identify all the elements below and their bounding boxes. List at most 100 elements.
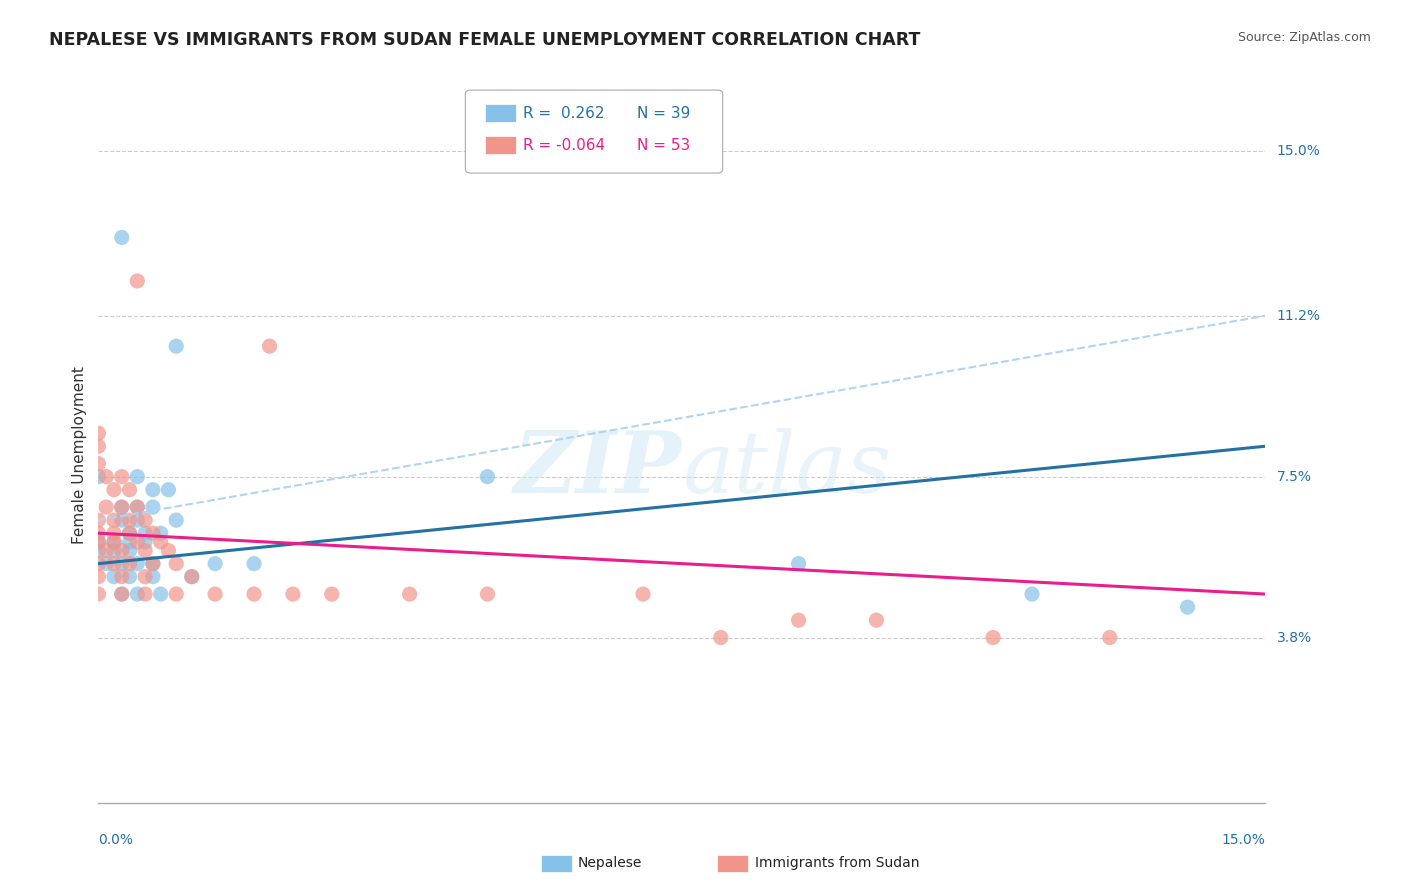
Point [165, 557, 187, 571]
Point [87, 535, 110, 549]
Point [127, 557, 149, 571]
Point [134, 513, 156, 527]
Point [127, 500, 149, 514]
Text: 15.0%: 15.0% [1277, 144, 1320, 158]
Text: ZIP: ZIP [515, 427, 682, 510]
Point [118, 535, 141, 549]
Point [111, 587, 134, 601]
Point [710, 631, 733, 645]
Point [87, 439, 110, 453]
Point [111, 570, 134, 584]
Point [87, 457, 110, 471]
Point [103, 543, 125, 558]
Point [398, 587, 420, 601]
Point [96, 500, 118, 514]
Text: 11.2%: 11.2% [1277, 309, 1320, 323]
Point [981, 631, 1004, 645]
Point [103, 570, 125, 584]
Point [118, 557, 141, 571]
Text: Source: ZipAtlas.com: Source: ZipAtlas.com [1237, 31, 1371, 45]
Point [87, 469, 110, 483]
Point [127, 535, 149, 549]
Point [103, 535, 125, 549]
Point [180, 570, 202, 584]
Point [111, 230, 134, 244]
Point [96, 557, 118, 571]
Text: 7.5%: 7.5% [1277, 470, 1312, 483]
Point [281, 587, 304, 601]
Point [118, 570, 141, 584]
Point [87, 426, 110, 441]
Text: atlas: atlas [682, 427, 891, 510]
Point [142, 570, 165, 584]
Text: 0.0%: 0.0% [98, 833, 134, 847]
Point [142, 557, 165, 571]
Point [103, 513, 125, 527]
Point [118, 526, 141, 541]
Point [259, 339, 281, 353]
Point [118, 543, 141, 558]
Text: N = 39: N = 39 [637, 106, 690, 120]
Point [127, 274, 149, 288]
Point [111, 557, 134, 571]
Point [165, 513, 187, 527]
Point [865, 613, 887, 627]
Point [1021, 587, 1043, 601]
Point [787, 557, 810, 571]
Point [111, 469, 134, 483]
Point [87, 535, 110, 549]
Point [127, 500, 149, 514]
Point [204, 587, 226, 601]
Text: R =  0.262: R = 0.262 [523, 106, 605, 120]
Point [477, 469, 499, 483]
Point [142, 483, 165, 497]
Point [87, 543, 110, 558]
Point [149, 587, 172, 601]
Point [1177, 600, 1199, 615]
Point [134, 570, 156, 584]
Point [118, 513, 141, 527]
Point [111, 500, 134, 514]
Text: NEPALESE VS IMMIGRANTS FROM SUDAN FEMALE UNEMPLOYMENT CORRELATION CHART: NEPALESE VS IMMIGRANTS FROM SUDAN FEMALE… [49, 31, 921, 49]
Point [111, 513, 134, 527]
Point [631, 587, 654, 601]
Text: N = 53: N = 53 [637, 138, 690, 153]
Point [165, 587, 187, 601]
Point [103, 483, 125, 497]
Point [165, 339, 187, 353]
Point [142, 526, 165, 541]
Point [149, 526, 172, 541]
Point [111, 543, 134, 558]
Text: 3.8%: 3.8% [1277, 631, 1312, 645]
Text: R = -0.064: R = -0.064 [523, 138, 605, 153]
Point [134, 587, 156, 601]
Point [134, 526, 156, 541]
Point [87, 570, 110, 584]
Point [180, 570, 202, 584]
Point [103, 535, 125, 549]
Point [142, 500, 165, 514]
Point [204, 557, 226, 571]
Point [127, 587, 149, 601]
Point [96, 469, 118, 483]
Point [127, 469, 149, 483]
Point [157, 543, 180, 558]
Text: Immigrants from Sudan: Immigrants from Sudan [755, 856, 920, 871]
Text: 15.0%: 15.0% [1222, 833, 1265, 847]
Point [127, 513, 149, 527]
Text: Nepalese: Nepalese [578, 856, 643, 871]
Point [134, 543, 156, 558]
Point [134, 535, 156, 549]
Point [87, 526, 110, 541]
Point [96, 543, 118, 558]
Point [149, 535, 172, 549]
Point [87, 587, 110, 601]
Point [477, 587, 499, 601]
Point [111, 500, 134, 514]
Point [787, 613, 810, 627]
Point [111, 587, 134, 601]
Point [142, 557, 165, 571]
Point [1098, 631, 1121, 645]
Point [87, 513, 110, 527]
Point [157, 483, 180, 497]
